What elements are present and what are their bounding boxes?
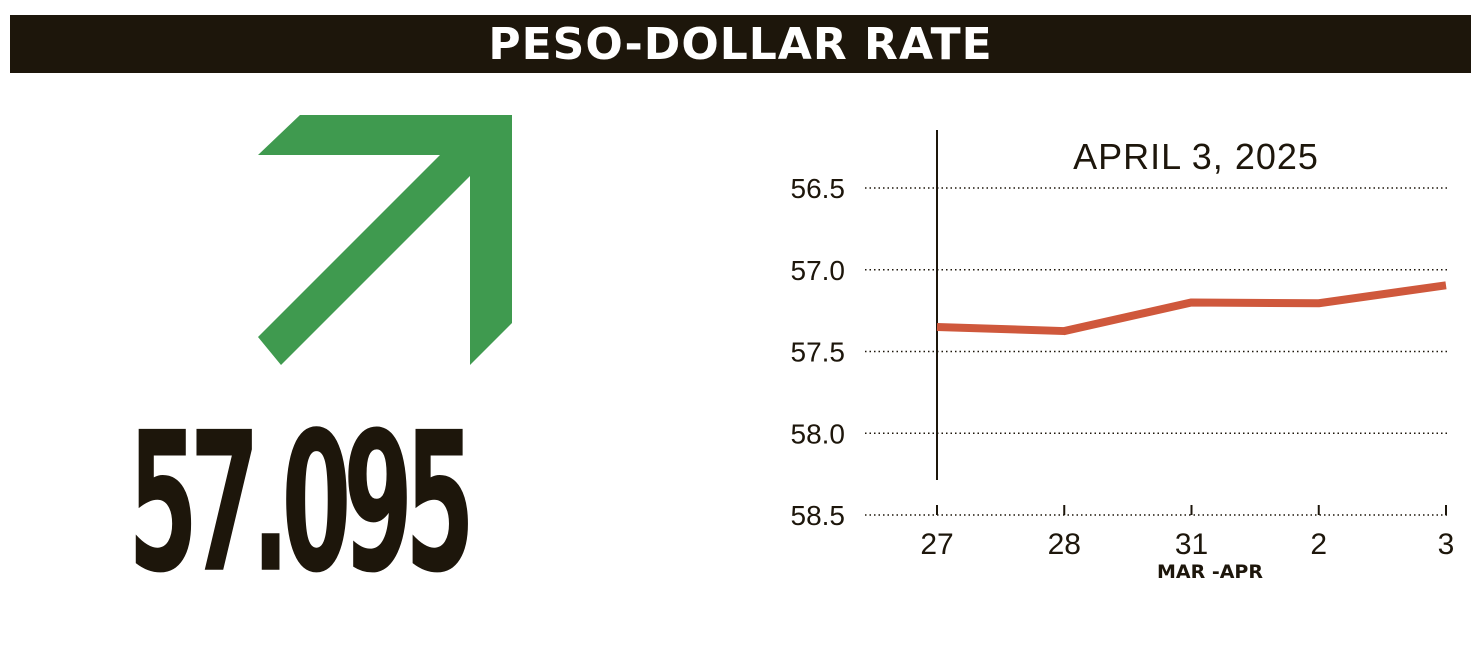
- y-tick-label: 57.5: [791, 337, 846, 368]
- x-tick-label: 31: [1175, 528, 1208, 561]
- y-tick-label: 58.5: [791, 500, 846, 531]
- x-tick-label: 3: [1438, 528, 1455, 561]
- chart-title: APRIL 3, 2025: [1073, 136, 1319, 177]
- arrow-shape: [258, 115, 512, 365]
- page-title: PESO-DOLLAR RATE: [488, 19, 993, 70]
- header-bar: PESO-DOLLAR RATE: [10, 15, 1471, 73]
- rate-line-chart: APRIL 3, 2025 56.5 57.0 57.5 58.0 58.5 27 28 3…: [791, 130, 1454, 583]
- grid-layer: [865, 187, 1449, 516]
- y-tick-labels: 56.5 57.0 57.5 58.0 58.5: [791, 173, 846, 531]
- x-tick-labels: 27 28 31 2 3: [920, 505, 1454, 561]
- up-right-arrow-icon: [258, 115, 512, 365]
- exchange-rate-value: 57.095: [128, 390, 475, 616]
- series-layer: [936, 281, 1447, 336]
- y-tick-label: 57.0: [791, 255, 846, 286]
- y-tick-label: 56.5: [791, 173, 846, 204]
- series-line: [936, 281, 1447, 336]
- x-tick-label: 27: [920, 528, 953, 561]
- x-tick-label: 2: [1310, 528, 1327, 561]
- x-axis-title: MAR -APR: [1157, 561, 1263, 583]
- y-tick-label: 58.0: [791, 418, 846, 449]
- x-tick-label: 28: [1048, 528, 1081, 561]
